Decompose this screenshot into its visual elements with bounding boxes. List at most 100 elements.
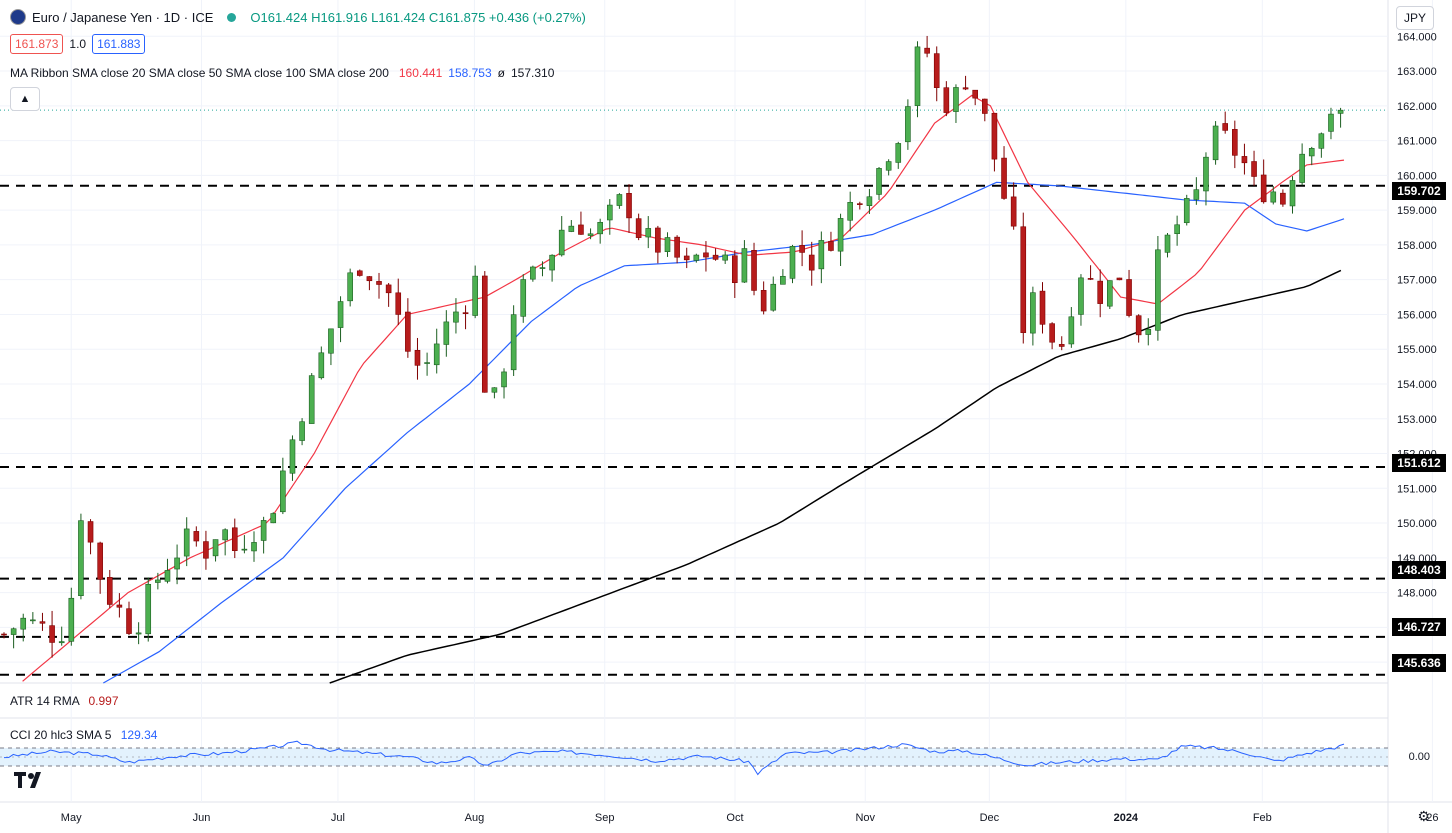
buy-price[interactable]: 161.883 — [92, 34, 146, 54]
candle-down — [116, 604, 123, 608]
sma100-value: ø — [497, 66, 505, 80]
candle-up — [1299, 153, 1305, 183]
candle-down — [481, 275, 488, 393]
level-tag-5: 145.636 — [1392, 654, 1446, 672]
x-tick-label: Nov — [855, 812, 875, 824]
y-tick-label: 163.000 — [1397, 66, 1437, 78]
candle-down — [126, 608, 132, 634]
candle-up — [1270, 191, 1277, 203]
candle-up — [1203, 156, 1209, 192]
candle-up — [299, 421, 305, 441]
level-tag-2: 151.612 — [1392, 454, 1446, 472]
candle-down — [933, 53, 940, 88]
candle-down — [1126, 279, 1132, 316]
candle-up — [10, 628, 17, 635]
candle-up — [241, 548, 248, 551]
y-tick-label: 161.000 — [1397, 136, 1437, 148]
sell-price[interactable]: 161.873 — [10, 34, 64, 54]
candle-up — [337, 301, 344, 328]
candle-down — [1222, 123, 1228, 131]
ohlc-values: O161.424 H161.916 L161.424 C161.875 +0.4… — [250, 9, 586, 25]
candle-up — [260, 520, 267, 541]
candle-down — [1251, 161, 1257, 177]
y-tick-label: 162.000 — [1397, 101, 1437, 113]
candle-up — [616, 194, 623, 206]
y-tick-label: 155.000 — [1397, 344, 1437, 356]
candle-up — [347, 272, 353, 302]
symbol-title[interactable]: Euro / Japanese Yen · 1D · ICE — [32, 9, 214, 25]
candle-down — [982, 98, 988, 114]
candle-up — [251, 542, 257, 552]
currency-selector[interactable]: JPY — [1396, 6, 1434, 30]
candle-up — [1289, 180, 1296, 207]
collapse-legend-button[interactable]: ▲ — [10, 87, 40, 111]
candle-down — [578, 224, 584, 235]
candle-down — [1097, 280, 1103, 304]
candle-down — [231, 527, 238, 552]
sma200-value: 157.310 — [511, 66, 555, 80]
candle-down — [49, 625, 55, 643]
candle-up — [280, 470, 286, 513]
x-tick-label: Oct — [726, 812, 743, 824]
candle-down — [1116, 277, 1123, 281]
candle-down — [1020, 226, 1027, 333]
candle-up — [568, 225, 575, 232]
candle-up — [789, 245, 796, 279]
candle-up — [770, 283, 777, 311]
x-tick-label: Dec — [980, 812, 1000, 824]
candle-down — [1241, 156, 1248, 164]
x-tick-label: May — [61, 812, 82, 824]
y-tick-label: 153.000 — [1397, 414, 1437, 426]
candle-up — [155, 579, 161, 583]
candle-up — [68, 597, 75, 642]
candle-up — [1145, 328, 1152, 335]
cci-label: CCI 20 hlc3 SMA 5 — [10, 728, 112, 742]
x-tick-label: Jun — [193, 812, 211, 824]
sma20-value: 160.441 — [398, 66, 443, 80]
y-tick-label: 157.000 — [1397, 275, 1437, 287]
chevron-up-icon: ▲ — [19, 93, 31, 105]
candle-up — [645, 228, 652, 238]
candle-down — [366, 276, 373, 282]
atr-legend[interactable]: ATR 14 RMA 0.997 — [10, 694, 119, 708]
candle-up — [443, 321, 450, 345]
sma200-line — [329, 269, 1342, 684]
candle-down — [395, 292, 402, 315]
candle-up — [693, 254, 700, 261]
ma-ribbon-label: MA Ribbon SMA close 20 SMA close 50 SMA … — [10, 66, 389, 80]
candle-down — [385, 284, 392, 294]
candle-down — [683, 255, 690, 261]
y-tick-label: 154.000 — [1397, 379, 1437, 391]
candle-up — [1164, 234, 1171, 253]
y-tick-label: 148.000 — [1397, 588, 1437, 600]
candle-down — [635, 218, 642, 238]
tradingview-logo-icon[interactable] — [14, 772, 46, 793]
spread-value: 1.0 — [69, 37, 87, 51]
level-tag-4: 146.727 — [1392, 618, 1446, 636]
candle-up — [20, 617, 27, 630]
euro-flag-icon — [10, 9, 26, 25]
candle-up — [1318, 133, 1325, 149]
candle-up — [606, 204, 613, 221]
candle-up — [270, 513, 277, 524]
candle-down — [703, 252, 709, 258]
ma-ribbon-legend[interactable]: MA Ribbon SMA close 20 SMA close 50 SMA … — [10, 66, 554, 80]
candle-up — [549, 254, 555, 271]
candle-up — [1212, 125, 1219, 161]
candle-up — [1308, 148, 1315, 157]
candle-up — [597, 222, 603, 235]
candle-down — [1232, 129, 1238, 156]
symbol-legend: Euro / Japanese Yen · 1D · ICE O161.424 … — [10, 9, 586, 25]
candle-up — [953, 87, 959, 112]
candle-up — [1174, 224, 1180, 234]
candle-up — [433, 343, 440, 366]
candle-up — [212, 539, 219, 557]
candle-down — [1, 633, 7, 636]
candle-up — [520, 279, 527, 317]
candle-up — [587, 233, 594, 236]
candle-up — [1328, 113, 1334, 132]
x-tick-label: Feb — [1253, 812, 1272, 824]
cci-legend[interactable]: CCI 20 hlc3 SMA 5 129.34 — [10, 728, 157, 742]
settings-gear-icon[interactable]: ⚙ — [1417, 808, 1430, 824]
